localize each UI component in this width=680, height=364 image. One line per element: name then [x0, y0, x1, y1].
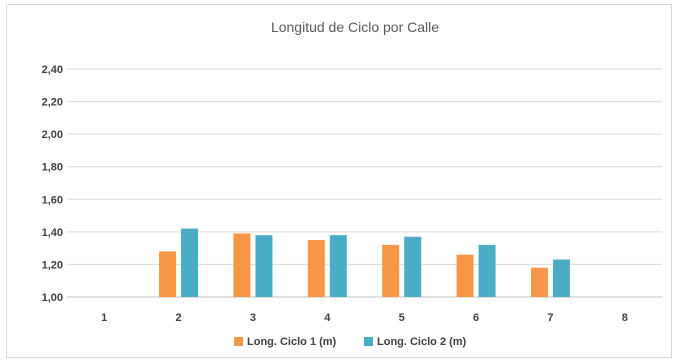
x-tick-label: 8 [622, 312, 628, 324]
y-tick-label: 2,40 [42, 64, 63, 76]
bar-series-2-cat-3 [255, 235, 273, 297]
bar-series-2-cat-2 [181, 228, 199, 297]
bar-series-2-cat-4 [329, 235, 347, 297]
x-tick-label: 4 [324, 312, 331, 324]
y-tick-label: 2,00 [42, 129, 63, 141]
bar-series-2-cat-5 [404, 236, 422, 297]
chart-title: Longitud de Ciclo por Calle [271, 19, 439, 35]
bar-series-2-cat-7 [552, 259, 570, 297]
x-tick-label: 6 [473, 312, 479, 324]
legend-swatch-2 [364, 337, 373, 346]
bars [159, 228, 570, 297]
x-tick-label: 2 [176, 312, 182, 324]
bar-series-1-cat-2 [159, 251, 177, 297]
gridlines [67, 68, 662, 298]
y-tick-label: 1,40 [42, 227, 63, 239]
bar-series-2-cat-6 [478, 244, 496, 297]
legend-label-2: Long. Ciclo 2 (m) [377, 336, 467, 348]
x-tick-label: 3 [250, 312, 256, 324]
chart-frame [6, 4, 672, 358]
y-tick-label: 1,20 [42, 259, 63, 271]
legend: Long. Ciclo 1 (m) Long. Ciclo 2 (m) [234, 336, 467, 348]
y-axis-ticks: 1,00 1,20 1,40 1,60 1,80 2,00 2,20 2,40 [42, 64, 63, 304]
y-tick-label: 1,60 [42, 194, 63, 206]
legend-label-1: Long. Ciclo 1 (m) [247, 336, 337, 348]
x-tick-label: 1 [101, 312, 107, 324]
bar-series-1-cat-7 [530, 267, 548, 297]
x-axis-ticks: 1 2 3 4 5 6 7 8 [101, 312, 628, 324]
bar-series-1-cat-3 [233, 233, 251, 297]
bar-series-1-cat-5 [382, 244, 400, 297]
bar-series-1-cat-4 [307, 240, 325, 297]
legend-swatch-1 [234, 337, 243, 346]
y-tick-label: 1,80 [42, 162, 63, 174]
x-tick-label: 7 [547, 312, 553, 324]
y-tick-label: 1,00 [42, 292, 63, 304]
x-tick-label: 5 [399, 312, 405, 324]
bar-series-1-cat-6 [456, 254, 474, 297]
y-tick-label: 2,20 [42, 97, 63, 109]
